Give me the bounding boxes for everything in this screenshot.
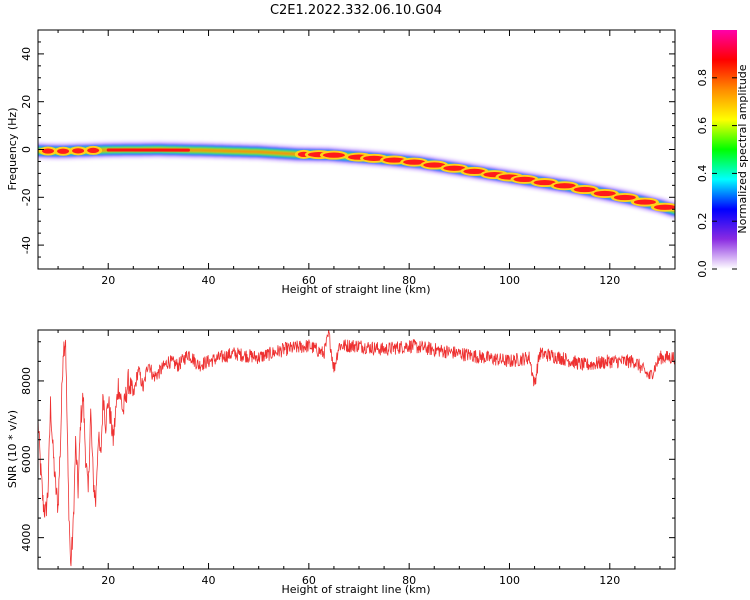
colorbar-tick-label-3: 0.6 (696, 117, 709, 135)
snr-x-tick-label-0: 20 (101, 574, 115, 587)
colorbar-label: Normalized spectral amplitude (736, 64, 749, 233)
spectrogram-peak-18 (553, 183, 576, 189)
spectrogram-y-label: Frequency (Hz) (6, 108, 19, 191)
spectrogram-y-tick-label-1: -20 (20, 188, 33, 206)
snr-x-label: Height of straight line (km) (281, 583, 430, 596)
snr-plot-area (38, 330, 675, 567)
spectrogram-plot-area (38, 140, 675, 220)
snr-y-tick-label-0: 4000 (20, 524, 33, 552)
spectrogram-peak-10 (403, 159, 426, 165)
spectrogram-y-tick-label-4: 40 (20, 47, 33, 61)
snr-y-ticks: 4000 6000 8000 (20, 341, 675, 558)
colorbar-tick-label-4: 0.8 (696, 69, 709, 87)
spectrogram-peak-9 (383, 157, 406, 163)
spectrogram-peak-17 (533, 179, 556, 186)
colorbar-tick-label-0: 0.0 (696, 260, 709, 278)
snr-panel: 20 40 60 80 100 120 4000 6000 8000 Height of st… (6, 329, 676, 596)
spectrogram-peak-19 (573, 186, 596, 193)
spectrogram-peak-6 (322, 152, 345, 158)
colorbar-tick-label-1: 0.2 (696, 212, 709, 230)
spectrogram-peak-16 (513, 176, 536, 182)
spectrogram-peak-3 (87, 147, 100, 154)
spectrogram-peak-11 (423, 162, 446, 168)
spectrogram-peak-12 (443, 165, 466, 171)
spectrogram-panel: 20 40 60 80 100 120 -40 -20 0 20 40 Height of str… (6, 29, 676, 296)
spectrogram-peak-0 (42, 148, 55, 154)
spectrogram-y-tick-label-3: 20 (20, 95, 33, 109)
spectrogram-y-ticks: -40 -20 0 20 40 (20, 29, 675, 270)
spectrogram-peak-22 (633, 199, 656, 205)
spectrogram-x-label: Height of straight line (km) (281, 283, 430, 296)
spectrogram-peak-20 (593, 190, 616, 197)
spectrogram-peak-13 (463, 168, 486, 175)
snr-x-tick-label-1: 40 (202, 574, 216, 587)
spectrogram-x-tick-label-4: 100 (499, 274, 520, 287)
colorbar-tick-label-2: 0.4 (696, 165, 709, 183)
colorbar-ticks: 0.0 0.2 0.4 0.6 0.8 (696, 69, 737, 278)
snr-frame (37, 329, 676, 570)
colorbar: 0.0 0.2 0.4 0.6 0.8 Normalized spectral ampl… (696, 30, 749, 278)
spectrogram-x-ticks: 20 40 60 80 100 120 (57, 30, 661, 287)
spectrogram-peak-2 (72, 148, 85, 154)
chart-title: C2E1.2022.332.06.10.G04 (270, 3, 442, 18)
spectrogram-x-tick-label-3: 80 (402, 274, 416, 287)
spectrogram-peak-1 (57, 148, 70, 154)
snr-y-label: SNR (10 * v/v) (6, 410, 19, 488)
spectrogram-peak-21 (613, 194, 636, 201)
snr-series-line (38, 330, 675, 567)
snr-x-tick-label-4: 100 (499, 574, 520, 587)
spectrogram-peak-8 (363, 155, 386, 161)
snr-x-tick-label-5: 120 (599, 574, 620, 587)
spectrogram-y-tick-label-0: -40 (20, 236, 33, 254)
spectrogram-y-tick-label-2: 0 (20, 146, 33, 153)
spectrogram-x-tick-label-5: 120 (599, 274, 620, 287)
spectrogram-x-tick-label-0: 20 (101, 274, 115, 287)
spectrogram-x-tick-label-2: 60 (302, 274, 316, 287)
colorbar-gradient (712, 30, 737, 269)
spectrogram-peak-23 (653, 204, 675, 210)
snr-x-tick-label-3: 80 (402, 574, 416, 587)
snr-y-tick-label-2: 8000 (20, 367, 33, 395)
snr-y-tick-label-1: 6000 (20, 445, 33, 473)
snr-x-tick-label-2: 60 (302, 574, 316, 587)
snr-x-ticks: 20 40 60 80 100 120 (57, 330, 661, 587)
spectrogram-x-tick-label-1: 40 (202, 274, 216, 287)
